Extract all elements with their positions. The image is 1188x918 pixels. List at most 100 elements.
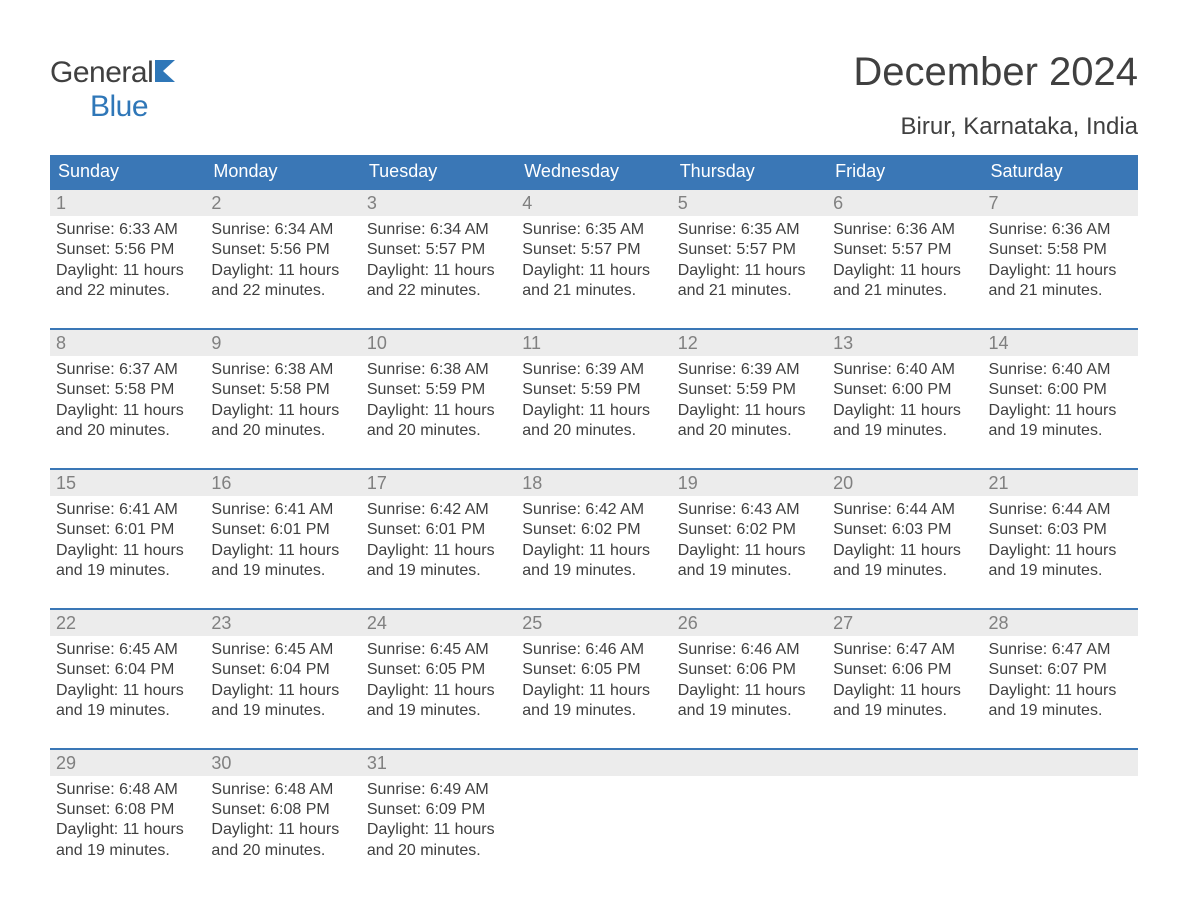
- sunrise-line: Sunrise: 6:35 AM: [678, 220, 821, 240]
- day-number: [983, 750, 1138, 776]
- page-location: Birur, Karnataka, India: [853, 113, 1138, 141]
- sunset-label: Sunset:: [56, 801, 110, 818]
- sunrise-line: Sunrise: 6:38 AM: [211, 360, 354, 380]
- sunset-line: Sunset: 6:02 PM: [522, 520, 665, 540]
- daylight-line: Daylight: 11 hours and 19 minutes.: [989, 681, 1132, 722]
- sunset-label: Sunset:: [522, 521, 576, 538]
- day-info: Sunrise: 6:49 AMSunset: 6:09 PMDaylight:…: [361, 776, 516, 862]
- title-block: December 2024 Birur, Karnataka, India: [853, 50, 1138, 141]
- sunset-line: Sunset: 6:08 PM: [56, 800, 199, 820]
- sunrise-value: 6:39 AM: [741, 361, 800, 378]
- day-number: 9: [205, 330, 360, 356]
- calendar-day: 27Sunrise: 6:47 AMSunset: 6:06 PMDayligh…: [827, 610, 982, 730]
- sunrise-label: Sunrise:: [989, 361, 1048, 378]
- calendar-day: 28Sunrise: 6:47 AMSunset: 6:07 PMDayligh…: [983, 610, 1138, 730]
- sunrise-label: Sunrise:: [989, 501, 1048, 518]
- day-number: 4: [516, 190, 671, 216]
- sunset-label: Sunset:: [989, 241, 1043, 258]
- sunrise-value: 6:44 AM: [1052, 501, 1111, 518]
- calendar-week: 1Sunrise: 6:33 AMSunset: 5:56 PMDaylight…: [50, 188, 1138, 310]
- sunrise-label: Sunrise:: [522, 641, 581, 658]
- sunset-value: 5:58 PM: [1047, 241, 1107, 258]
- sunset-value: 6:02 PM: [581, 521, 641, 538]
- sunset-label: Sunset:: [367, 521, 421, 538]
- day-info: Sunrise: 6:47 AMSunset: 6:06 PMDaylight:…: [827, 636, 982, 722]
- sunrise-value: 6:37 AM: [119, 361, 178, 378]
- day-number: 26: [672, 610, 827, 636]
- day-number: 7: [983, 190, 1138, 216]
- weekday-label: Sunday: [50, 155, 205, 188]
- sunset-line: Sunset: 6:06 PM: [833, 660, 976, 680]
- day-number: 13: [827, 330, 982, 356]
- day-info: Sunrise: 6:46 AMSunset: 6:06 PMDaylight:…: [672, 636, 827, 722]
- daylight-label: Daylight:: [678, 682, 740, 699]
- sunset-value: 5:58 PM: [115, 381, 175, 398]
- calendar-day: [516, 750, 671, 870]
- sunset-value: 6:04 PM: [115, 661, 175, 678]
- daylight-line: Daylight: 11 hours and 22 minutes.: [367, 261, 510, 302]
- day-info: Sunrise: 6:41 AMSunset: 6:01 PMDaylight:…: [205, 496, 360, 582]
- daylight-line: Daylight: 11 hours and 19 minutes.: [678, 681, 821, 722]
- sunset-value: 5:59 PM: [426, 381, 486, 398]
- daylight-label: Daylight:: [833, 402, 895, 419]
- sunset-line: Sunset: 5:57 PM: [367, 240, 510, 260]
- sunrise-label: Sunrise:: [678, 641, 737, 658]
- sunset-label: Sunset:: [56, 381, 110, 398]
- daylight-label: Daylight:: [833, 262, 895, 279]
- sunrise-line: Sunrise: 6:48 AM: [56, 780, 199, 800]
- sunrise-label: Sunrise:: [678, 221, 737, 238]
- daylight-label: Daylight:: [211, 262, 273, 279]
- sunset-line: Sunset: 6:05 PM: [522, 660, 665, 680]
- weekday-label: Tuesday: [361, 155, 516, 188]
- daylight-label: Daylight:: [522, 542, 584, 559]
- calendar-day: 18Sunrise: 6:42 AMSunset: 6:02 PMDayligh…: [516, 470, 671, 590]
- sunset-value: 6:03 PM: [892, 521, 952, 538]
- daylight-line: Daylight: 11 hours and 19 minutes.: [522, 541, 665, 582]
- sunset-line: Sunset: 6:05 PM: [367, 660, 510, 680]
- sunset-line: Sunset: 6:09 PM: [367, 800, 510, 820]
- day-info: Sunrise: 6:41 AMSunset: 6:01 PMDaylight:…: [50, 496, 205, 582]
- sunrise-value: 6:36 AM: [896, 221, 955, 238]
- sunrise-label: Sunrise:: [522, 501, 581, 518]
- sunset-label: Sunset:: [678, 381, 732, 398]
- calendar-day: 9Sunrise: 6:38 AMSunset: 5:58 PMDaylight…: [205, 330, 360, 450]
- day-number: 23: [205, 610, 360, 636]
- sunrise-value: 6:35 AM: [585, 221, 644, 238]
- sunrise-label: Sunrise:: [522, 221, 581, 238]
- sunrise-value: 6:44 AM: [896, 501, 955, 518]
- sunset-value: 6:00 PM: [1047, 381, 1107, 398]
- sunset-line: Sunset: 6:08 PM: [211, 800, 354, 820]
- sunset-line: Sunset: 5:57 PM: [833, 240, 976, 260]
- sunrise-value: 6:45 AM: [275, 641, 334, 658]
- sunset-label: Sunset:: [678, 661, 732, 678]
- sunrise-line: Sunrise: 6:35 AM: [522, 220, 665, 240]
- sunrise-value: 6:42 AM: [585, 501, 644, 518]
- calendar-day: 31Sunrise: 6:49 AMSunset: 6:09 PMDayligh…: [361, 750, 516, 870]
- sunrise-value: 6:45 AM: [119, 641, 178, 658]
- daylight-label: Daylight:: [367, 682, 429, 699]
- sunrise-line: Sunrise: 6:33 AM: [56, 220, 199, 240]
- sunrise-line: Sunrise: 6:42 AM: [522, 500, 665, 520]
- sunset-line: Sunset: 6:01 PM: [367, 520, 510, 540]
- daylight-label: Daylight:: [367, 821, 429, 838]
- daylight-line: Daylight: 11 hours and 19 minutes.: [833, 541, 976, 582]
- sunrise-label: Sunrise:: [678, 501, 737, 518]
- calendar-day: 10Sunrise: 6:38 AMSunset: 5:59 PMDayligh…: [361, 330, 516, 450]
- sunset-label: Sunset:: [211, 661, 265, 678]
- daylight-line: Daylight: 11 hours and 19 minutes.: [678, 541, 821, 582]
- sunset-line: Sunset: 6:03 PM: [833, 520, 976, 540]
- sunrise-label: Sunrise:: [367, 641, 426, 658]
- sunrise-label: Sunrise:: [833, 641, 892, 658]
- daylight-label: Daylight:: [56, 262, 118, 279]
- calendar-day: 6Sunrise: 6:36 AMSunset: 5:57 PMDaylight…: [827, 190, 982, 310]
- sunset-line: Sunset: 5:59 PM: [522, 380, 665, 400]
- sunset-label: Sunset:: [678, 241, 732, 258]
- day-info: Sunrise: 6:36 AMSunset: 5:58 PMDaylight:…: [983, 216, 1138, 302]
- daylight-line: Daylight: 11 hours and 21 minutes.: [833, 261, 976, 302]
- day-number: 22: [50, 610, 205, 636]
- sunset-label: Sunset:: [56, 241, 110, 258]
- sunrise-value: 6:41 AM: [275, 501, 334, 518]
- daylight-line: Daylight: 11 hours and 19 minutes.: [989, 401, 1132, 442]
- daylight-line: Daylight: 11 hours and 22 minutes.: [211, 261, 354, 302]
- sunrise-value: 6:38 AM: [275, 361, 334, 378]
